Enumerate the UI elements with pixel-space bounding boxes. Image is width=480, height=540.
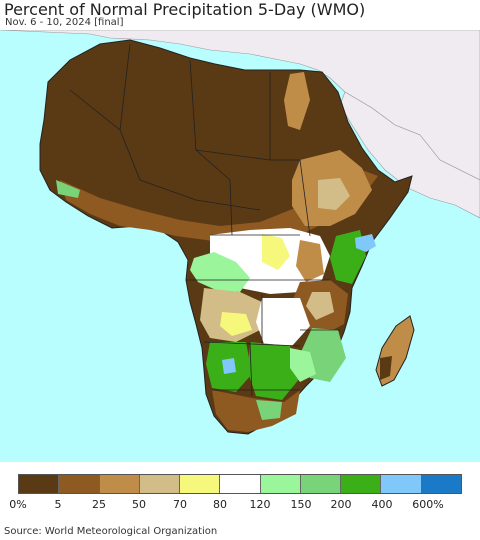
legend-label: 600%: [412, 498, 444, 511]
map-subtitle: Nov. 6 - 10, 2024 [final]: [5, 17, 124, 28]
ethiopia-wet: [318, 178, 350, 210]
legend-swatch-7: [300, 475, 342, 493]
legend-label: 50: [132, 498, 146, 511]
zambia-white: [256, 298, 310, 346]
legend-label: 0%: [9, 498, 27, 511]
legend-swatch-3: [139, 475, 181, 493]
source-credit: Source: World Meteorological Organizatio…: [4, 526, 218, 537]
color-legend: [18, 474, 462, 494]
legend-swatch-4: [180, 475, 221, 493]
map-title: Percent of Normal Precipitation 5-Day (W…: [4, 0, 366, 19]
legend-label: 400: [371, 498, 393, 511]
legend-label: 80: [213, 498, 227, 511]
legend-swatch-9: [381, 475, 422, 493]
west-sahel-greens: [56, 180, 80, 198]
legend-label: 70: [173, 498, 187, 511]
zimbabwe-greens: [290, 348, 316, 382]
legend-swatch-1: [59, 475, 100, 493]
central-yellow: [262, 234, 290, 270]
legend-label: 150: [290, 498, 312, 511]
nile-valley: [284, 72, 310, 130]
precipitation-map: [0, 30, 480, 462]
legend-swatch-8: [341, 475, 382, 493]
country-borders: [69, 43, 340, 397]
botswana-green: [248, 342, 300, 400]
legend-label: 120: [249, 498, 271, 511]
great-lakes-brown: [296, 240, 324, 282]
legend-swatch-6: [260, 475, 301, 493]
lake-victoria: [355, 234, 376, 252]
south-africa-brown: [212, 390, 300, 432]
congo-basin-green: [190, 252, 250, 292]
sahel-dry-band: [60, 170, 378, 246]
angola-yellow: [220, 312, 252, 336]
legend-swatch-5: [220, 475, 261, 493]
legend-swatch-10: [421, 475, 461, 493]
madagascar-dark: [380, 356, 392, 380]
tanzania-tan: [306, 292, 334, 320]
south-africa-green: [256, 400, 282, 420]
arabian-peninsula: [339, 91, 480, 219]
legend-label: 200: [330, 498, 352, 511]
legend-swatch-0: [19, 475, 60, 493]
legend-swatch-2: [99, 475, 140, 493]
legend-label: 5: [54, 498, 62, 511]
legend-ticks: 0% 5 25 50 70 80 120 150 200 400 600%: [0, 498, 480, 512]
legend-label: 25: [92, 498, 106, 511]
namibia-blue: [222, 358, 236, 374]
